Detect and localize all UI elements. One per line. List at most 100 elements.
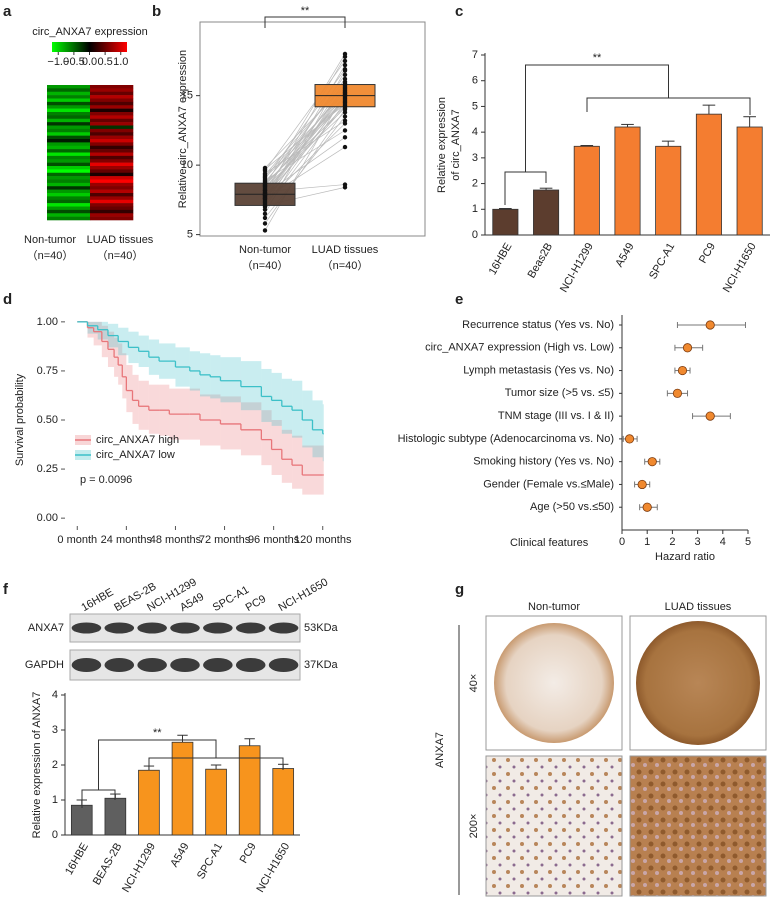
x-tick-label: 1	[644, 536, 650, 548]
y-tick-label: 0.25	[37, 463, 58, 475]
x-tick-label: NCI-H1650	[254, 841, 292, 895]
point	[342, 83, 348, 89]
bar	[655, 145, 682, 236]
hazard-point	[637, 479, 647, 490]
row-label: TNM stage (III vs. I & II)	[498, 410, 614, 422]
hazard-point	[705, 320, 715, 330]
y-tick-label: 2	[472, 177, 478, 189]
panel-letter: d	[3, 291, 12, 308]
x-tick-label: NCI-H1650	[721, 241, 759, 295]
heatmap-cell	[47, 196, 91, 201]
heatmap-cell	[47, 159, 91, 163]
pair-line	[264, 60, 346, 171]
ci-band	[97, 321, 108, 340]
colorbar-tick-label: 1.0	[113, 56, 128, 68]
y-tick-label: 4	[52, 689, 58, 701]
blot-band	[104, 622, 135, 634]
x-tick-label: SPC-A1	[195, 841, 225, 881]
hazard-point	[677, 365, 688, 376]
ci-band	[322, 445, 324, 495]
x-tick-label: 48 months	[150, 534, 202, 546]
pair-line	[264, 106, 346, 196]
hazard-point	[624, 434, 635, 444]
blot-band	[235, 658, 266, 672]
heatmap-cell	[90, 88, 134, 93]
hazard-point	[672, 388, 683, 398]
heatmap-cell	[90, 135, 134, 140]
point	[342, 67, 348, 72]
panel-letter: c	[455, 3, 463, 20]
heatmap-cell	[47, 193, 91, 197]
blot-band	[268, 658, 299, 672]
bar	[205, 768, 227, 836]
legend-label: circ_ANXA7 low	[96, 449, 175, 461]
blot-band	[203, 622, 233, 634]
x-tick-label: 120 months	[294, 534, 352, 546]
heatmap-cell	[90, 203, 134, 207]
colorbar	[52, 42, 127, 52]
blot-band	[203, 658, 233, 672]
point	[342, 62, 348, 68]
heatmap-cell	[90, 101, 134, 106]
heatmap-cell	[90, 199, 134, 204]
panel-letter: f	[3, 581, 9, 598]
category-sublabel: （n=40）	[242, 259, 289, 272]
heatmap-cell	[90, 162, 134, 167]
ihc-stain: ANXA7	[434, 732, 446, 768]
heatmap-cell	[47, 186, 91, 190]
row-label: Tumor size (>5 vs. ≤5)	[505, 387, 614, 399]
ci-band	[240, 361, 262, 411]
heatmap-cell	[47, 135, 91, 140]
blot-band	[104, 658, 135, 672]
ci-band	[126, 365, 133, 413]
row-label: circ_ANXA7 expression (High vs. Low)	[425, 342, 614, 354]
bar	[171, 741, 194, 836]
colorbar-tick-label: −1.0	[47, 56, 69, 68]
ihc-column-label: LUAD tissues	[665, 601, 732, 613]
sig-bracket	[264, 16, 346, 28]
heatmap-cell	[90, 186, 134, 190]
heatmap-cell	[90, 155, 134, 160]
x-tick-label: 2	[669, 536, 675, 548]
y-tick-label: 4	[472, 126, 478, 138]
annotation: p = 0.0096	[80, 474, 132, 486]
x-tick-label: 96 months	[248, 534, 300, 546]
x-tick-label: NCI-H1299	[558, 241, 596, 295]
heatmap-cell	[47, 139, 91, 143]
point	[342, 144, 348, 150]
point	[342, 90, 348, 96]
x-tick-label: PC9	[238, 841, 259, 866]
heatmap-cell	[47, 169, 91, 174]
point	[342, 135, 348, 140]
y-tick-label: 2	[52, 759, 58, 771]
point	[342, 58, 348, 64]
heatmap-cell	[47, 112, 91, 116]
point	[342, 118, 348, 123]
x-tick-label: PC9	[697, 241, 718, 266]
y-axis-label: Relative expression	[436, 97, 448, 193]
y-tick-label: 1	[52, 794, 58, 806]
bar	[238, 745, 261, 836]
heatmap-cell	[90, 91, 134, 96]
heatmap-cell	[90, 95, 134, 99]
heatmap-cell	[90, 213, 134, 217]
sig-bracket	[81, 739, 284, 808]
heatmap-cell	[47, 108, 91, 113]
x-tick-label: 16HBE	[487, 241, 515, 277]
pair-line	[264, 105, 346, 191]
lane-label: NCI-H1650	[277, 576, 331, 614]
blot-band	[235, 622, 266, 634]
heatmap-cell	[90, 149, 134, 153]
heatmap-cell	[90, 182, 134, 187]
bar	[492, 208, 519, 236]
pair-line	[264, 103, 346, 170]
ci-band	[93, 321, 102, 346]
heatmap-cell	[47, 122, 91, 126]
ihc-field	[629, 755, 767, 897]
ci-band	[302, 445, 323, 495]
hazard-point	[705, 411, 715, 421]
heatmap-cell	[47, 105, 91, 109]
y-axis-label: Survival probability	[14, 373, 26, 466]
heatmap-cell	[47, 98, 91, 103]
y-axis-label: of circ_ANXA7	[450, 109, 462, 181]
